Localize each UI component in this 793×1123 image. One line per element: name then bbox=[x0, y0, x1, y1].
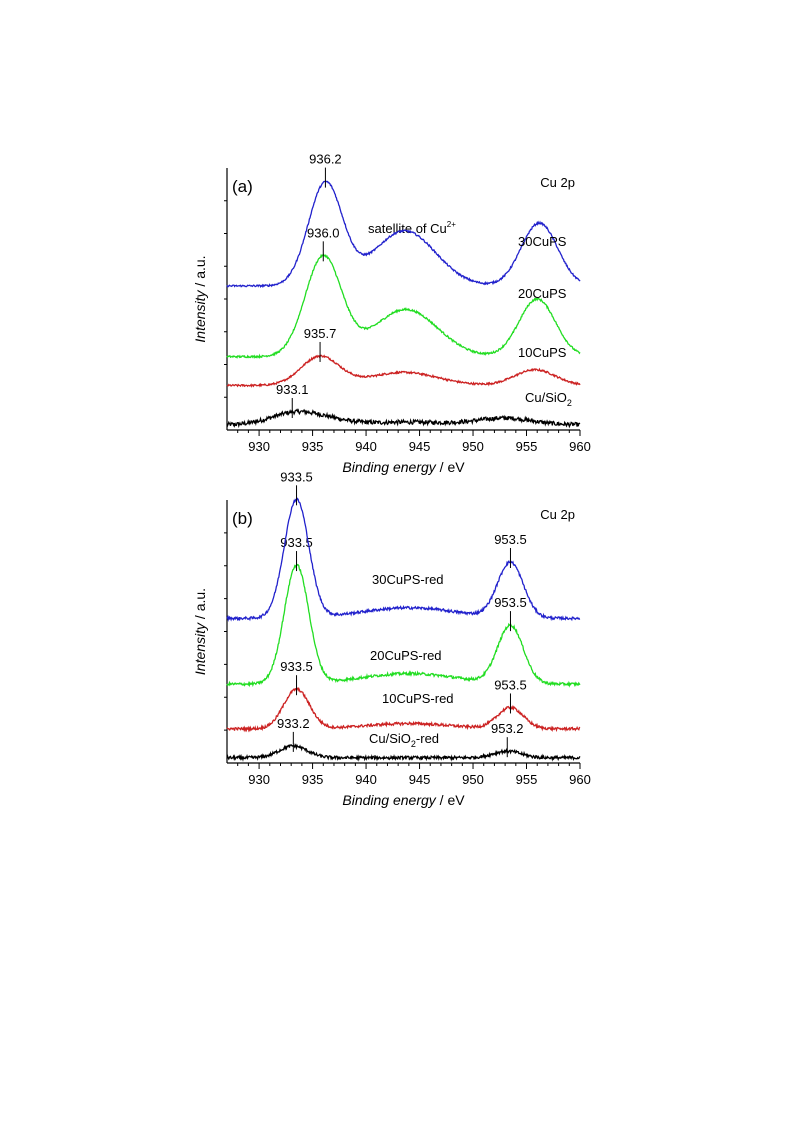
series-label: 30CuPS-red bbox=[372, 572, 444, 587]
x-tick-label: 950 bbox=[462, 439, 484, 454]
x-axis-label: Binding energy / eV bbox=[342, 459, 465, 475]
x-tick-label: 930 bbox=[248, 772, 270, 787]
peak-label: 936.2 bbox=[309, 152, 342, 167]
panel-label: (a) bbox=[232, 177, 253, 196]
x-tick-label: 945 bbox=[409, 439, 431, 454]
peak-label: 933.5 bbox=[280, 659, 313, 674]
x-tick-label: 935 bbox=[302, 439, 324, 454]
series-line bbox=[226, 180, 581, 289]
series-line bbox=[226, 563, 581, 688]
peak-label: 935.7 bbox=[304, 326, 337, 341]
x-tick-label: 935 bbox=[302, 772, 324, 787]
peak-label: 933.5 bbox=[280, 535, 313, 550]
peak-label: 953.5 bbox=[494, 677, 527, 692]
x-tick-label: 950 bbox=[462, 772, 484, 787]
series-line bbox=[226, 408, 581, 429]
panel-label: (b) bbox=[232, 509, 253, 528]
series-label: 20CuPS-red bbox=[370, 648, 442, 663]
series-label: 10CuPS bbox=[518, 345, 567, 360]
peak-label: 953.5 bbox=[494, 532, 527, 547]
series-label: 20CuPS bbox=[518, 286, 567, 301]
peak-label: 933.2 bbox=[277, 716, 310, 731]
x-tick-label: 955 bbox=[516, 439, 538, 454]
x-tick-label: 940 bbox=[355, 439, 377, 454]
panel-a: 930 935 940 945 950 955 960 Binding energy / eV… bbox=[192, 152, 591, 475]
peak-label: 933.1 bbox=[276, 382, 309, 397]
x-tick-label: 930 bbox=[248, 439, 270, 454]
series-line bbox=[226, 686, 581, 733]
x-tick-label: 945 bbox=[409, 772, 431, 787]
series-line bbox=[226, 743, 581, 762]
x-tick-label: 960 bbox=[569, 772, 591, 787]
series-label: 30CuPS bbox=[518, 234, 567, 249]
peak-label: 933.5 bbox=[280, 469, 313, 484]
y-axis-label: Intensity / a.u. bbox=[192, 588, 208, 675]
x-tick-label: 940 bbox=[355, 772, 377, 787]
series-label: Cu/SiO2-red bbox=[369, 731, 439, 749]
peak-label: 953.2 bbox=[491, 721, 524, 736]
panel-b: 930 935 940 945 950 955 960 Binding energy / eV… bbox=[192, 469, 591, 808]
series-line bbox=[226, 253, 581, 359]
peak-label: 936.0 bbox=[307, 225, 340, 240]
satellite-note: satellite of Cu2+ bbox=[368, 220, 456, 236]
peak-label: 953.5 bbox=[494, 595, 527, 610]
x-tick-label: 955 bbox=[516, 772, 538, 787]
series-label: Cu/SiO2 bbox=[525, 390, 572, 408]
x-tick-label: 960 bbox=[569, 439, 591, 454]
panel-corner-label: Cu 2p bbox=[540, 507, 575, 522]
series-label: 10CuPS-red bbox=[382, 691, 454, 706]
x-axis-label: Binding energy / eV bbox=[342, 792, 465, 808]
series-line bbox=[226, 354, 581, 388]
panel-corner-label: Cu 2p bbox=[540, 175, 575, 190]
y-axis-label: Intensity / a.u. bbox=[192, 255, 208, 342]
series-line bbox=[226, 497, 581, 622]
